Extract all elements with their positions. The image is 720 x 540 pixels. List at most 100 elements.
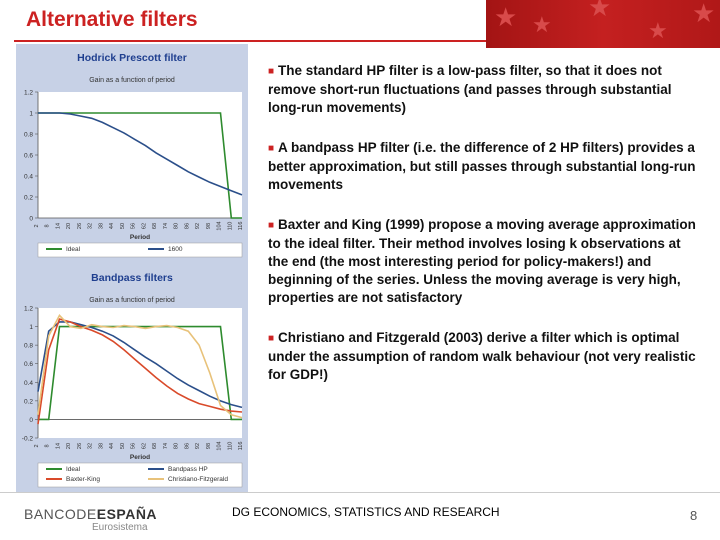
series-line — [38, 112, 242, 219]
x-tick-label: 44 — [109, 223, 115, 229]
x-tick-label: 92 — [195, 223, 201, 229]
legend-label: Bandpass HP — [168, 466, 208, 473]
x-tick-label: 110 — [227, 442, 233, 451]
x-tick-label: 92 — [195, 443, 201, 449]
x-tick-label: 50 — [120, 443, 126, 449]
x-tick-label: 98 — [206, 223, 212, 229]
x-tick-label: 44 — [109, 443, 115, 449]
series-line — [38, 112, 243, 196]
x-tick-label: 14 — [55, 443, 61, 449]
x-tick-label: 32 — [88, 223, 94, 229]
hp-filter-chart: Hodrick Prescott filter Gain as a functio… — [24, 52, 244, 258]
plot-area — [38, 308, 242, 438]
legend-box — [37, 462, 243, 488]
y-tick-label: 0.2 — [24, 195, 33, 202]
x-tick-label: 80 — [174, 223, 180, 229]
y-tick-label: 0.8 — [24, 343, 33, 350]
x-tick-label: 56 — [131, 443, 137, 449]
x-tick-label: 14 — [55, 223, 61, 229]
x-tick-label: 50 — [120, 223, 126, 229]
y-tick-label: -0.2 — [22, 436, 34, 443]
star-icon: ★ — [532, 12, 552, 37]
footer-divider — [0, 492, 720, 493]
star-icon: ★ — [494, 2, 518, 32]
legend-label: 1600 — [168, 246, 183, 253]
bullet-text: A bandpass HP filter (i.e. the differenc… — [268, 140, 696, 192]
series-line — [37, 318, 243, 425]
x-tick-label: 38 — [98, 223, 104, 229]
x-axis-title: Period — [130, 234, 150, 241]
bandpass-filters-chart: Bandpass filters Gain as a function of pe… — [22, 272, 244, 488]
bullet-icon: ■ — [268, 333, 275, 344]
bullet-item: ■ Christiano and Fitzgerald (2003) derive… — [268, 329, 700, 384]
series-line — [37, 314, 243, 419]
chart-subtitle: Gain as a function of period — [89, 77, 175, 84]
chart-subtitle: Gain as a function of period — [89, 297, 175, 304]
title-underline — [14, 40, 486, 42]
footer-department: DG ECONOMICS, STATISTICS AND RESEARCH — [232, 505, 500, 519]
bullet-list: ■ The standard HP filter is a low-pass fi… — [268, 62, 700, 406]
bullet-icon: ■ — [268, 220, 275, 231]
legend-label: Ideal — [66, 466, 81, 473]
legend-box — [37, 242, 243, 258]
star-icon: ★ — [588, 0, 612, 22]
logo-subtitle: Eurosistema — [92, 522, 148, 533]
x-tick-label: 68 — [152, 443, 158, 449]
x-tick-label: 38 — [98, 443, 104, 449]
y-tick-label: 1.2 — [24, 90, 33, 97]
x-tick-label: 2 — [34, 224, 40, 227]
y-tick-label: 1.2 — [24, 306, 33, 313]
y-tick-label: 0.4 — [24, 174, 33, 181]
bullet-item: ■ The standard HP filter is a low-pass fi… — [268, 62, 700, 117]
x-tick-label: 2 — [34, 444, 40, 447]
logo-text-bold: ESPAÑA — [96, 506, 158, 522]
x-tick-label: 86 — [184, 223, 190, 229]
x-tick-label: 8 — [45, 444, 51, 447]
x-tick-label: 116 — [238, 222, 244, 231]
slide-title: Alternative filters — [26, 8, 198, 31]
x-tick-label: 80 — [174, 443, 180, 449]
star-icon: ★ — [692, 0, 716, 28]
x-tick-label: 98 — [206, 443, 212, 449]
bullet-text: The standard HP filter is a low-pass fil… — [268, 63, 672, 115]
hp-filter-chart-panel: Hodrick Prescott filter Gain as a functio… — [16, 44, 248, 264]
x-tick-label: 62 — [141, 223, 147, 229]
x-tick-label: 56 — [131, 223, 137, 229]
y-tick-label: 0.6 — [24, 153, 33, 160]
y-tick-label: 0.4 — [24, 380, 33, 387]
logo-text-light: BANCODE — [24, 506, 97, 522]
x-tick-label: 26 — [77, 223, 83, 229]
bullet-item: ■ Baxter and King (1999) propose a moving… — [268, 216, 700, 307]
legend-label: Baxter-King — [66, 476, 100, 483]
x-tick-label: 8 — [45, 224, 51, 227]
legend-label: Ideal — [66, 246, 81, 253]
x-tick-label: 26 — [77, 443, 83, 449]
bullet-text: Baxter and King (1999) propose a moving … — [268, 217, 696, 305]
x-tick-label: 116 — [238, 442, 244, 451]
eu-stars-banner: ★ ★ ★ ★ ★ — [486, 0, 720, 48]
legend-label: Christiano-Fitzgerald — [168, 476, 228, 483]
x-tick-label: 62 — [141, 443, 147, 449]
page-number: 8 — [690, 508, 698, 523]
y-tick-label: 0 — [29, 216, 33, 223]
plot-area — [38, 92, 242, 218]
x-tick-label: 104 — [217, 441, 223, 450]
x-tick-label: 110 — [227, 222, 233, 231]
y-tick-label: 0.2 — [24, 398, 33, 405]
banco-de-espana-logo: BANCODEESPAÑA — [24, 506, 157, 522]
x-tick-label: 20 — [66, 443, 72, 449]
x-tick-label: 86 — [184, 443, 190, 449]
bandpass-chart-panel: Bandpass filters Gain as a function of pe… — [16, 264, 248, 492]
bullet-text: Christiano and Fitzgerald (2003) derive … — [268, 330, 696, 382]
chart-title: Hodrick Prescott filter — [77, 52, 187, 64]
bullet-item: ■ A bandpass HP filter (i.e. the differen… — [268, 139, 700, 194]
x-tick-label: 32 — [88, 443, 94, 449]
bullet-icon: ■ — [268, 66, 275, 77]
x-tick-label: 68 — [152, 223, 158, 229]
bullet-icon: ■ — [268, 143, 275, 154]
y-tick-label: 1 — [29, 324, 33, 331]
chart-title: Bandpass filters — [91, 272, 173, 284]
y-tick-label: 0 — [29, 417, 33, 424]
x-tick-label: 74 — [163, 223, 169, 229]
y-tick-label: 1 — [29, 111, 33, 118]
